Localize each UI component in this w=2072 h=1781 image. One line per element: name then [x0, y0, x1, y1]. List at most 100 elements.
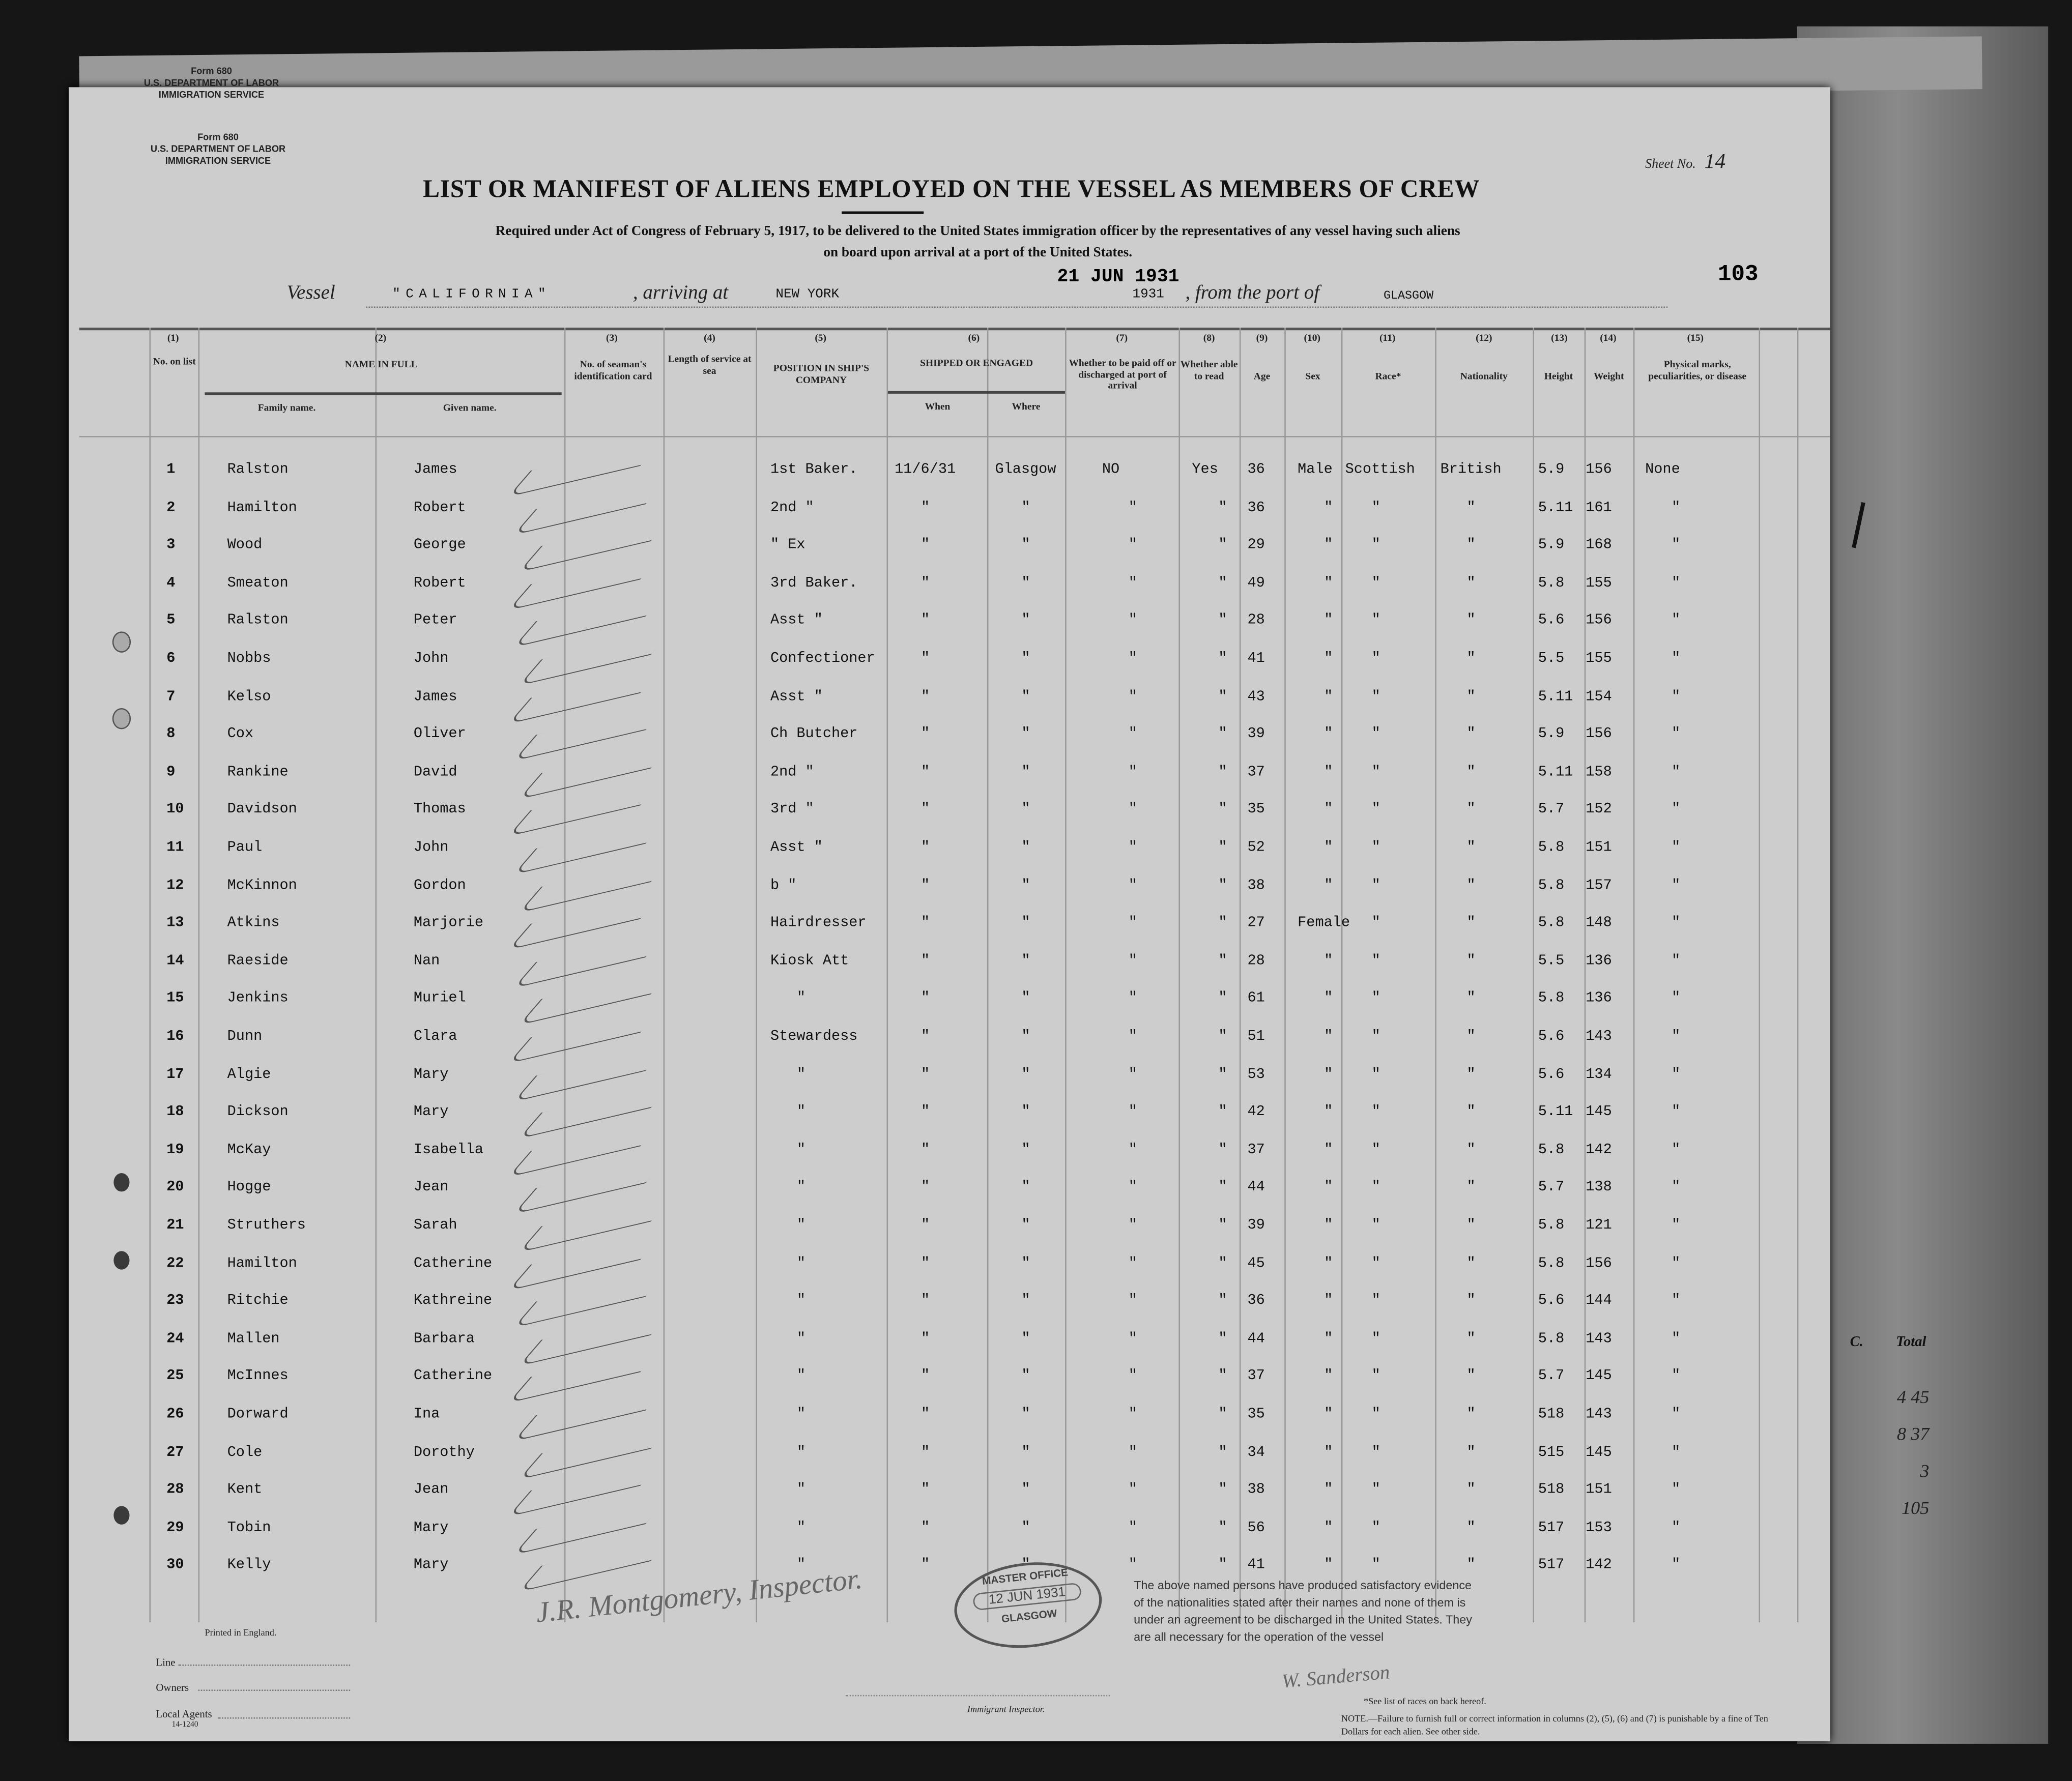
paid-off: " — [1128, 878, 1137, 894]
shipped-where: " — [1021, 1369, 1030, 1385]
height: 5.7 — [1538, 1369, 1565, 1385]
sex: " — [1324, 1558, 1333, 1574]
row-number: 4 — [166, 575, 176, 592]
family-name: Dunn — [227, 1029, 263, 1045]
shipped-when: " — [921, 878, 930, 894]
shipped-when: " — [921, 1029, 930, 1045]
nationality: " — [1466, 651, 1476, 667]
shipped-when: " — [921, 1482, 930, 1499]
able-to-read: " — [1218, 802, 1227, 819]
header-age: Age — [1253, 370, 1271, 382]
column-number: (5) — [815, 331, 827, 344]
family-name: McKinnon — [227, 878, 297, 894]
physical-marks: " — [1672, 878, 1681, 894]
height: 5.6 — [1538, 613, 1565, 630]
physical-marks: " — [1672, 689, 1681, 705]
column-divider — [375, 328, 377, 1622]
position: Stewardess — [770, 1029, 858, 1045]
given-name: John — [413, 651, 449, 667]
paid-off: " — [1128, 1331, 1137, 1348]
paid-off: " — [1128, 1218, 1137, 1234]
row-number: 5 — [166, 613, 176, 630]
paid-off: " — [1128, 500, 1137, 516]
column-divider — [564, 328, 566, 1622]
physical-marks: " — [1672, 1218, 1681, 1234]
row-number: 18 — [166, 1104, 184, 1121]
able-to-read: " — [1218, 1444, 1227, 1461]
given-name: Dorothy — [413, 1444, 475, 1461]
physical-marks: " — [1672, 500, 1681, 516]
row-number: 9 — [166, 765, 176, 781]
manifest-page — [69, 87, 1830, 1741]
owners-label: Owners — [156, 1681, 189, 1694]
given-name: Muriel — [413, 991, 466, 1007]
column-divider — [1797, 328, 1799, 1622]
column-number: (11) — [1379, 331, 1396, 344]
race: " — [1371, 1482, 1380, 1499]
row-number: 24 — [166, 1331, 184, 1348]
paid-off: " — [1128, 802, 1137, 819]
weight: 136 — [1586, 953, 1612, 970]
position: Ch Butcher — [770, 726, 858, 743]
shipped-where: Glasgow — [995, 462, 1056, 479]
row-number: 25 — [166, 1369, 184, 1385]
header-race: Race* — [1375, 370, 1401, 382]
able-to-read: " — [1218, 1558, 1227, 1574]
row-number: 14 — [166, 953, 184, 970]
position: Kiosk Att — [770, 953, 849, 970]
race: " — [1371, 765, 1380, 781]
weight: 143 — [1586, 1029, 1612, 1045]
row-number: 6 — [166, 651, 176, 667]
position: " — [796, 1067, 806, 1083]
sex: " — [1324, 1407, 1333, 1423]
weight: 156 — [1586, 462, 1612, 479]
race: " — [1371, 613, 1380, 630]
column-divider — [756, 328, 758, 1622]
paid-off: " — [1128, 1104, 1137, 1121]
height: 5.7 — [1538, 802, 1565, 819]
age: 37 — [1247, 1369, 1265, 1385]
sex: " — [1324, 953, 1333, 970]
paid-off: " — [1128, 1029, 1137, 1045]
physical-marks: " — [1672, 1520, 1681, 1536]
family-name: Ralston — [227, 462, 289, 479]
form-code: 14-1240 — [171, 1721, 198, 1730]
weight: 134 — [1586, 1067, 1612, 1083]
nationality-declaration: The above named persons have produced sa… — [1134, 1579, 1472, 1644]
shipped-where: " — [1021, 1029, 1030, 1045]
sex: " — [1324, 500, 1333, 516]
row-number: 3 — [166, 538, 176, 554]
sex: " — [1324, 689, 1333, 705]
row-number: 1 — [166, 462, 176, 479]
margin-value: 3 — [1920, 1462, 1930, 1482]
paid-off: " — [1128, 726, 1137, 743]
nationality: " — [1466, 613, 1476, 630]
given-name: Marjorie — [413, 916, 483, 932]
sex: " — [1324, 1142, 1333, 1158]
physical-marks: " — [1672, 765, 1681, 781]
row-number: 29 — [166, 1520, 184, 1536]
weight: 151 — [1586, 840, 1612, 856]
nationality: " — [1466, 765, 1476, 781]
able-to-read: " — [1218, 1067, 1227, 1083]
weight: 156 — [1586, 726, 1612, 743]
height: 5.8 — [1538, 840, 1565, 856]
able-to-read: " — [1218, 1369, 1227, 1385]
shipped-where: " — [1021, 1444, 1030, 1461]
given-name: Ina — [413, 1407, 440, 1423]
family-name: Tobin — [227, 1520, 271, 1536]
column-number: (1) — [167, 331, 179, 344]
height: 5.9 — [1538, 462, 1565, 479]
given-name: John — [413, 840, 449, 856]
weight: 143 — [1586, 1331, 1612, 1348]
height: 5.11 — [1538, 765, 1573, 781]
able-to-read: " — [1218, 840, 1227, 856]
column-divider — [1341, 328, 1343, 1622]
position: " — [796, 1104, 806, 1121]
weight: 158 — [1586, 765, 1612, 781]
weight: 144 — [1586, 1293, 1612, 1310]
able-to-read: " — [1218, 500, 1227, 516]
race: " — [1371, 689, 1380, 705]
position: 3rd " — [770, 802, 814, 819]
